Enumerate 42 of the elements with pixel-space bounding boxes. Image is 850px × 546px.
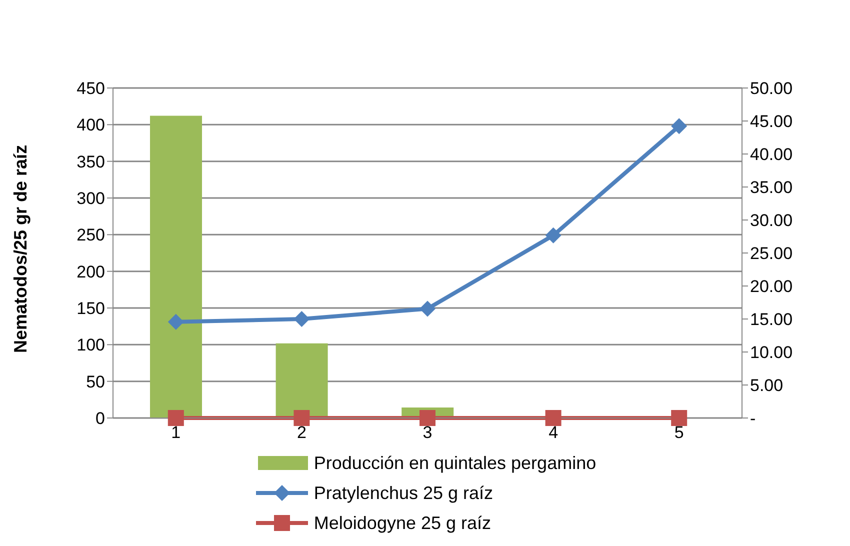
y2-tick-label: 20.00 — [750, 277, 793, 296]
y-tick-label: 250 — [76, 226, 105, 245]
y-tick-label: 150 — [76, 299, 105, 318]
y-tick-label: 350 — [76, 152, 105, 172]
legend-label: Meloidogyne 25 g raíz — [314, 512, 492, 534]
y2-tick-label: 10.00 — [750, 343, 793, 362]
y-tick-label: 100 — [76, 336, 105, 355]
x-tick-label: 5 — [674, 423, 684, 442]
bar — [150, 116, 202, 418]
point — [420, 300, 436, 317]
point — [545, 227, 562, 244]
y-tick-label: 400 — [76, 116, 105, 135]
point — [671, 410, 688, 426]
point — [168, 410, 184, 426]
point — [294, 311, 310, 327]
bar — [276, 343, 328, 418]
point — [545, 410, 562, 426]
x-tick-label: 4 — [548, 423, 558, 442]
y-tick-label: 50 — [86, 372, 105, 392]
y2-tick-label: 15.00 — [750, 310, 793, 330]
y2-tick-label: 25.00 — [750, 244, 793, 264]
legend-label: Pratylenchus 25 g raíz — [314, 482, 494, 504]
point — [671, 118, 688, 134]
y2-tick-label: - — [750, 409, 756, 428]
point — [420, 410, 436, 426]
y2-tick-label: 5.00 — [750, 376, 784, 396]
legend-label: Producción en quintales pergamino — [314, 452, 596, 474]
point — [294, 410, 310, 426]
y2-tick-label: 35.00 — [750, 178, 793, 198]
y2-tick-label: 50.00 — [750, 79, 793, 98]
y2-tick-label: 45.00 — [750, 112, 793, 132]
y-tick-label: 300 — [76, 189, 105, 208]
x-tick-label: 2 — [296, 423, 306, 442]
point — [168, 314, 184, 330]
y-tick-label: 450 — [76, 79, 105, 98]
x-tick-label: 1 — [171, 423, 181, 442]
y-tick-label: 0 — [96, 409, 105, 428]
x-tick-label: 3 — [422, 423, 432, 442]
y-tick-label: 200 — [76, 262, 105, 282]
y2-tick-label: 40.00 — [750, 145, 793, 164]
y-axis-title: Nematodos/25 gr de raíz — [10, 144, 30, 353]
y2-tick-label: 30.00 — [750, 211, 793, 230]
